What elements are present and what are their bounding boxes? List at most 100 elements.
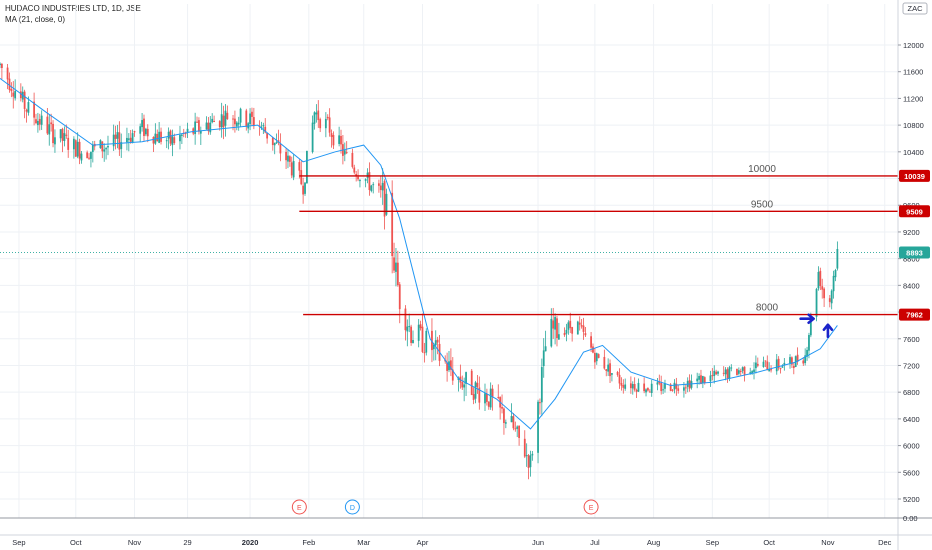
candle-body [476,382,479,387]
candle-body [764,360,767,362]
candle-body [603,356,606,369]
x-tick-label: Dec [878,538,892,547]
candle-body [715,371,718,375]
candle-body [664,383,666,389]
candle-body [232,118,234,120]
candle-body [275,142,278,144]
candle-body [338,135,341,144]
candle-body [755,362,757,369]
candle-body [762,361,765,367]
candle-body [485,394,488,402]
candle-body [260,126,263,128]
event-marker-letter: E [589,505,594,512]
earnings-event-marker[interactable] [291,499,307,515]
candle-body [288,156,291,162]
candle-body [542,350,545,367]
level-price-tag-text: 10039 [904,172,925,181]
candle-body [391,192,394,257]
candle-body [432,344,435,350]
candle-body [417,324,420,341]
horizontal-levels[interactable]: 10000 9500 8000 [299,164,898,316]
candle-body [658,381,661,384]
candle-body [311,122,314,153]
candle-body [169,130,172,144]
candle-body [631,384,634,389]
candle-body [184,133,187,135]
candle-body [67,137,70,150]
x-tick-label: Sep [12,538,25,547]
x-tick-label: 2020 [242,538,259,547]
candle-body [593,352,596,363]
candle-body [503,408,505,423]
candle-body [656,382,659,385]
candle-body [59,129,62,139]
candle-body [63,133,66,141]
candle-body [474,382,477,399]
currency-box[interactable] [902,2,928,15]
chart-legend: HUDACO INDUSTRIES LTD, 1D, JSE MA (21, c… [5,3,141,25]
candle-body [635,389,638,392]
candle-body [165,140,168,142]
level-label: 9500 [751,199,774,210]
candle-body [739,370,742,372]
current-price-tag [899,246,930,259]
candle-body [0,63,3,68]
x-tick-label: Nov [128,538,142,547]
candle-body [218,121,221,128]
annotation-arrow [799,313,815,325]
candle-body [8,78,11,90]
dividend-event-marker[interactable] [344,499,360,515]
candle-body [470,370,473,395]
candle-body [510,416,513,423]
y-tick-label: 9200 [903,228,920,237]
candle-body [12,92,15,97]
candle-body [379,185,382,191]
candle-body [90,151,92,159]
x-tick-label: Aug [647,538,660,547]
candle-body [370,185,373,192]
candle-body [819,270,822,287]
candle-body [643,383,646,392]
candle-body [14,91,17,99]
candle-body [525,455,528,457]
candle-body [673,382,676,390]
candle-body [544,346,547,352]
candle-body [300,170,303,185]
candle-body [239,108,242,123]
candle-body [806,349,808,357]
candle-body [131,133,134,144]
candle-body [35,119,37,124]
earnings-event-marker[interactable] [583,499,599,515]
candle-body [0,63,1,66]
candle-body [683,387,685,391]
candle-body [516,426,519,429]
candle-body [209,122,212,133]
candle-body [491,388,494,397]
candle-body [741,367,744,371]
candle-body [213,121,215,123]
x-tick-label: Apr [417,538,429,547]
candle-body [251,111,253,117]
candle-body [290,162,293,176]
candle-body [518,425,520,438]
candle-body [472,394,475,400]
candle-body [514,428,517,430]
candle-body [220,114,223,128]
candle-body [660,383,663,392]
candle-body [180,134,183,136]
y-tick-label: 5600 [903,468,920,477]
candle-body [364,179,367,181]
candle-body [393,257,395,271]
candle-body [317,110,320,121]
candle-body [557,334,560,340]
candle-body [105,148,107,150]
y-tick-label: 7200 [903,361,920,370]
candle-body [565,329,568,334]
candle-body [127,138,130,140]
candle-body [552,320,555,329]
candle-body [684,387,687,389]
y-tick-label: 5200 [903,495,920,504]
candle-body [512,416,515,429]
